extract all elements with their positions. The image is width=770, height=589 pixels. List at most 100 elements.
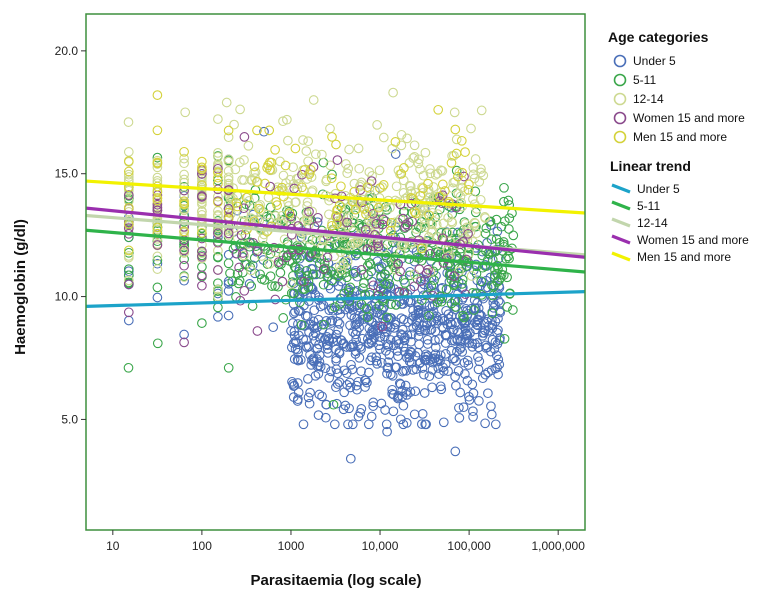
legend-label: 12-14	[637, 216, 668, 230]
point-women-15-and-more	[223, 204, 234, 214]
point-12-14	[476, 164, 486, 174]
point-under-5	[293, 387, 304, 398]
point-under-5	[303, 341, 314, 352]
point-under-5	[360, 375, 371, 386]
point-under-5	[468, 411, 478, 422]
point-5-11	[504, 224, 514, 234]
point-men-15-and-more	[223, 125, 234, 136]
point-under-5	[389, 323, 399, 333]
point-12-14	[366, 219, 377, 229]
point-women-15-and-more	[152, 202, 163, 213]
point-men-15-and-more	[424, 210, 434, 221]
point-men-15-and-more	[336, 181, 346, 192]
point-under-5	[420, 325, 430, 336]
point-men-15-and-more	[123, 245, 134, 256]
point-5-11	[123, 264, 134, 275]
point-under-5	[268, 322, 279, 333]
point-under-5	[462, 330, 473, 341]
point-12-14	[464, 248, 475, 258]
point-12-14	[468, 194, 478, 204]
point-5-11	[197, 318, 207, 328]
point-under-5	[351, 346, 361, 357]
point-12-14	[466, 271, 477, 281]
point-12-14	[311, 236, 321, 246]
point-under-5	[481, 343, 491, 353]
point-under-5	[374, 340, 384, 351]
point-men-15-and-more	[451, 148, 462, 159]
point-women-15-and-more	[400, 222, 411, 232]
point-under-5	[371, 352, 382, 363]
point-under-5	[376, 398, 387, 409]
point-5-11	[487, 308, 498, 319]
point-5-11	[432, 297, 443, 308]
point-5-11	[331, 239, 341, 249]
point-5-11	[152, 282, 163, 293]
point-5-11	[471, 268, 482, 279]
point-5-11	[341, 263, 352, 273]
point-under-5	[381, 419, 392, 430]
point-under-5	[495, 298, 505, 308]
legend-label: 5-11	[637, 199, 660, 213]
point-under-5	[345, 453, 356, 464]
point-12-14	[310, 149, 321, 160]
point-under-5	[406, 336, 416, 347]
point-under-5	[386, 313, 397, 324]
point-under-5	[406, 329, 417, 340]
point-12-14	[308, 95, 319, 105]
point-under-5	[292, 378, 303, 388]
point-12-14	[468, 163, 479, 173]
point-women-15-and-more	[287, 244, 297, 255]
point-12-14	[396, 129, 407, 140]
point-under-5	[462, 355, 473, 366]
point-under-5	[362, 377, 372, 388]
point-12-14	[427, 219, 437, 230]
point-under-5	[382, 321, 393, 332]
point-women-15-and-more	[318, 264, 329, 274]
point-12-14	[448, 177, 459, 188]
point-under-5	[419, 388, 430, 398]
point-women-15-and-more	[179, 337, 189, 348]
point-5-11	[414, 221, 424, 232]
point-under-5	[292, 344, 303, 355]
point-men-15-and-more	[223, 207, 234, 218]
point-under-5	[404, 349, 414, 360]
point-under-5	[382, 426, 392, 437]
point-12-14	[338, 260, 349, 270]
point-women-15-and-more	[197, 280, 207, 291]
point-12-14	[303, 136, 314, 147]
point-under-5	[313, 314, 324, 325]
point-12-14	[301, 146, 312, 156]
point-5-11	[295, 297, 305, 308]
point-5-11	[290, 262, 301, 273]
point-5-11	[471, 288, 481, 298]
point-under-5	[454, 413, 465, 423]
point-under-5	[313, 410, 324, 420]
point-5-11	[152, 152, 163, 163]
point-under-5	[493, 313, 503, 324]
point-12-14	[298, 135, 308, 145]
point-5-11	[265, 271, 276, 282]
point-women-15-and-more	[239, 132, 250, 142]
point-under-5	[179, 329, 189, 340]
point-women-15-and-more	[368, 280, 379, 291]
point-5-11	[322, 272, 333, 282]
point-5-11	[286, 288, 297, 299]
point-under-5	[495, 333, 505, 343]
point-under-5	[459, 357, 470, 368]
point-under-5	[335, 304, 345, 315]
point-under-5	[440, 349, 451, 359]
point-women-15-and-more	[197, 251, 207, 262]
point-5-11	[296, 276, 306, 287]
point-12-14	[418, 187, 428, 198]
point-under-5	[412, 347, 423, 358]
point-men-15-and-more	[440, 186, 450, 196]
point-under-5	[431, 311, 442, 322]
point-under-5	[427, 382, 437, 393]
legend-marker	[613, 111, 627, 125]
point-12-14	[229, 119, 239, 130]
point-under-5	[483, 388, 493, 399]
point-under-5	[486, 365, 497, 376]
point-under-5	[322, 340, 333, 351]
point-under-5	[289, 308, 299, 319]
